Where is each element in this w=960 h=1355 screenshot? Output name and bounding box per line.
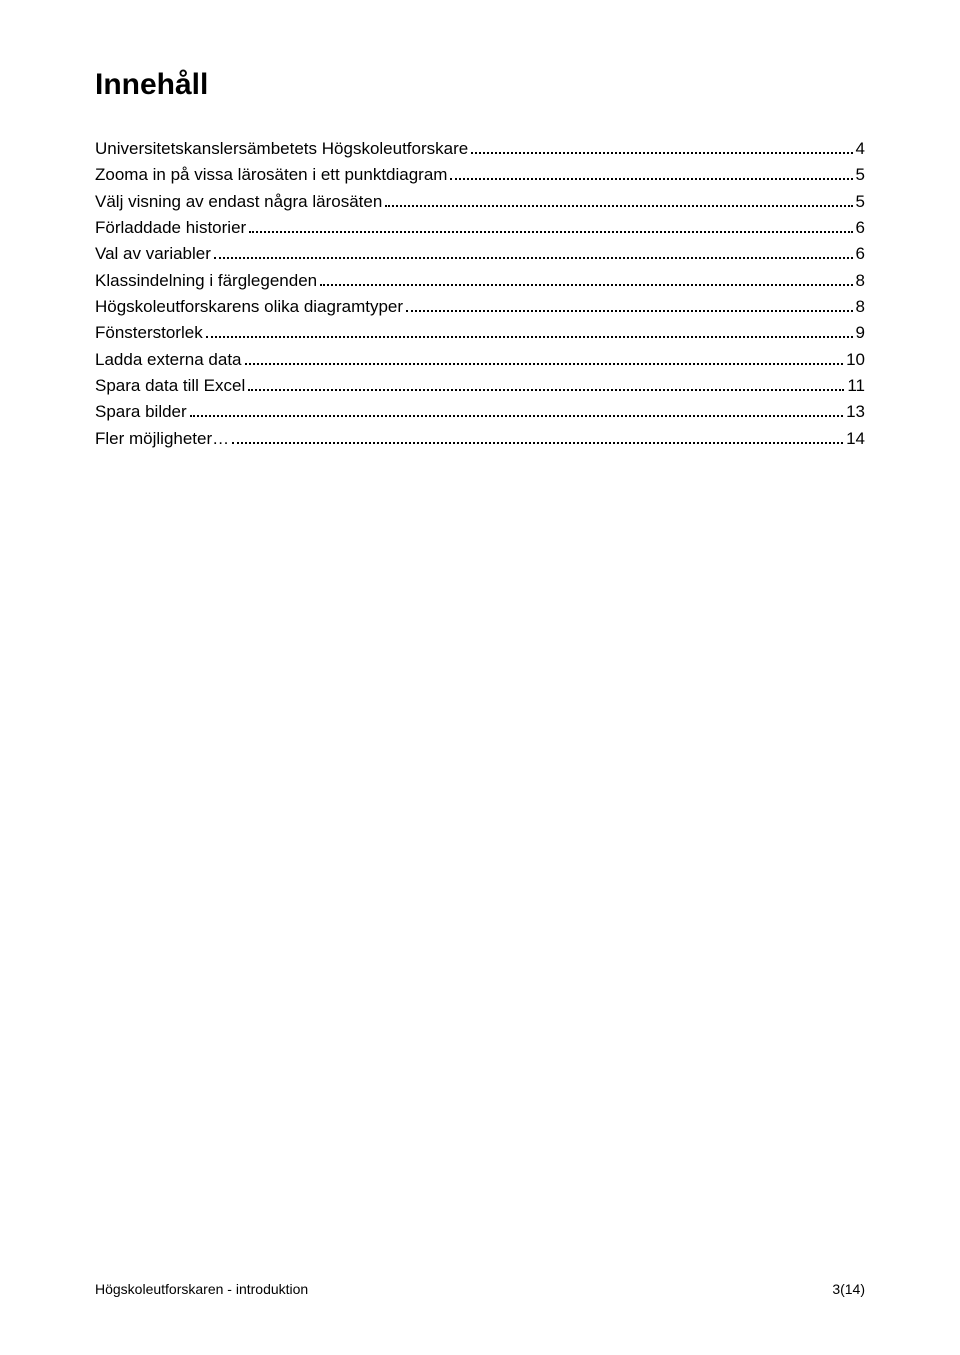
footer-left-text: Högskoleutforskaren - introduktion	[95, 1281, 308, 1297]
toc-entry[interactable]: Fler möjligheter… 14	[95, 426, 865, 452]
toc-leader-dots	[206, 336, 853, 338]
toc-page-number: 9	[856, 320, 865, 346]
toc-label: Välj visning av endast några lärosäten	[95, 189, 382, 215]
toc-page-number: 11	[847, 373, 865, 399]
toc-page-number: 8	[856, 268, 865, 294]
toc-page-number: 4	[856, 136, 865, 162]
toc-page-number: 6	[856, 215, 865, 241]
toc-label: Högskoleutforskarens olika diagramtyper	[95, 294, 403, 320]
toc-page-number: 10	[846, 347, 865, 373]
toc-label: Fler möjligheter…	[95, 426, 229, 452]
toc-label: Universitetskanslersämbetets Högskoleutf…	[95, 136, 468, 162]
toc-leader-dots	[190, 415, 843, 417]
toc-label: Ladda externa data	[95, 347, 242, 373]
toc-page-number: 8	[856, 294, 865, 320]
page-title: Innehåll	[95, 68, 865, 102]
toc-label: Val av variabler	[95, 241, 211, 267]
toc-leader-dots	[471, 152, 852, 154]
toc-leader-dots	[214, 257, 853, 259]
toc-label: Klassindelning i färglegenden	[95, 268, 317, 294]
footer-page-number: 3(14)	[832, 1281, 865, 1297]
toc-leader-dots	[245, 363, 844, 365]
toc-entry[interactable]: Klassindelning i färglegenden 8	[95, 268, 865, 294]
toc-label: Fönsterstorlek	[95, 320, 203, 346]
toc-entry[interactable]: Förladdade historier 6	[95, 215, 865, 241]
toc-page-number: 14	[846, 426, 865, 452]
toc-label: Spara bilder	[95, 399, 187, 425]
toc-entry[interactable]: Välj visning av endast några lärosäten 5	[95, 189, 865, 215]
toc-leader-dots	[249, 231, 852, 233]
toc-leader-dots	[385, 205, 852, 207]
toc-label: Förladdade historier	[95, 215, 246, 241]
toc-leader-dots	[406, 310, 852, 312]
toc-entry[interactable]: Val av variabler 6	[95, 241, 865, 267]
toc-entry[interactable]: Högskoleutforskarens olika diagramtyper …	[95, 294, 865, 320]
table-of-contents: Universitetskanslersämbetets Högskoleutf…	[95, 136, 865, 452]
toc-entry[interactable]: Universitetskanslersämbetets Högskoleutf…	[95, 136, 865, 162]
page-footer: Högskoleutforskaren - introduktion 3(14)	[95, 1281, 865, 1297]
toc-page-number: 13	[846, 399, 865, 425]
toc-entry[interactable]: Spara data till Excel 11	[95, 373, 865, 399]
toc-leader-dots	[248, 389, 844, 391]
toc-leader-dots	[232, 442, 843, 444]
toc-entry[interactable]: Zooma in på vissa lärosäten i ett punktd…	[95, 162, 865, 188]
toc-page-number: 6	[856, 241, 865, 267]
toc-entry[interactable]: Spara bilder 13	[95, 399, 865, 425]
toc-page-number: 5	[856, 189, 865, 215]
toc-entry[interactable]: Fönsterstorlek 9	[95, 320, 865, 346]
toc-leader-dots	[320, 284, 852, 286]
document-page: Innehåll Universitetskanslersämbetets Hö…	[0, 0, 960, 1355]
toc-page-number: 5	[856, 162, 865, 188]
toc-label: Zooma in på vissa lärosäten i ett punktd…	[95, 162, 447, 188]
toc-entry[interactable]: Ladda externa data 10	[95, 347, 865, 373]
toc-leader-dots	[450, 178, 852, 180]
toc-label: Spara data till Excel	[95, 373, 245, 399]
